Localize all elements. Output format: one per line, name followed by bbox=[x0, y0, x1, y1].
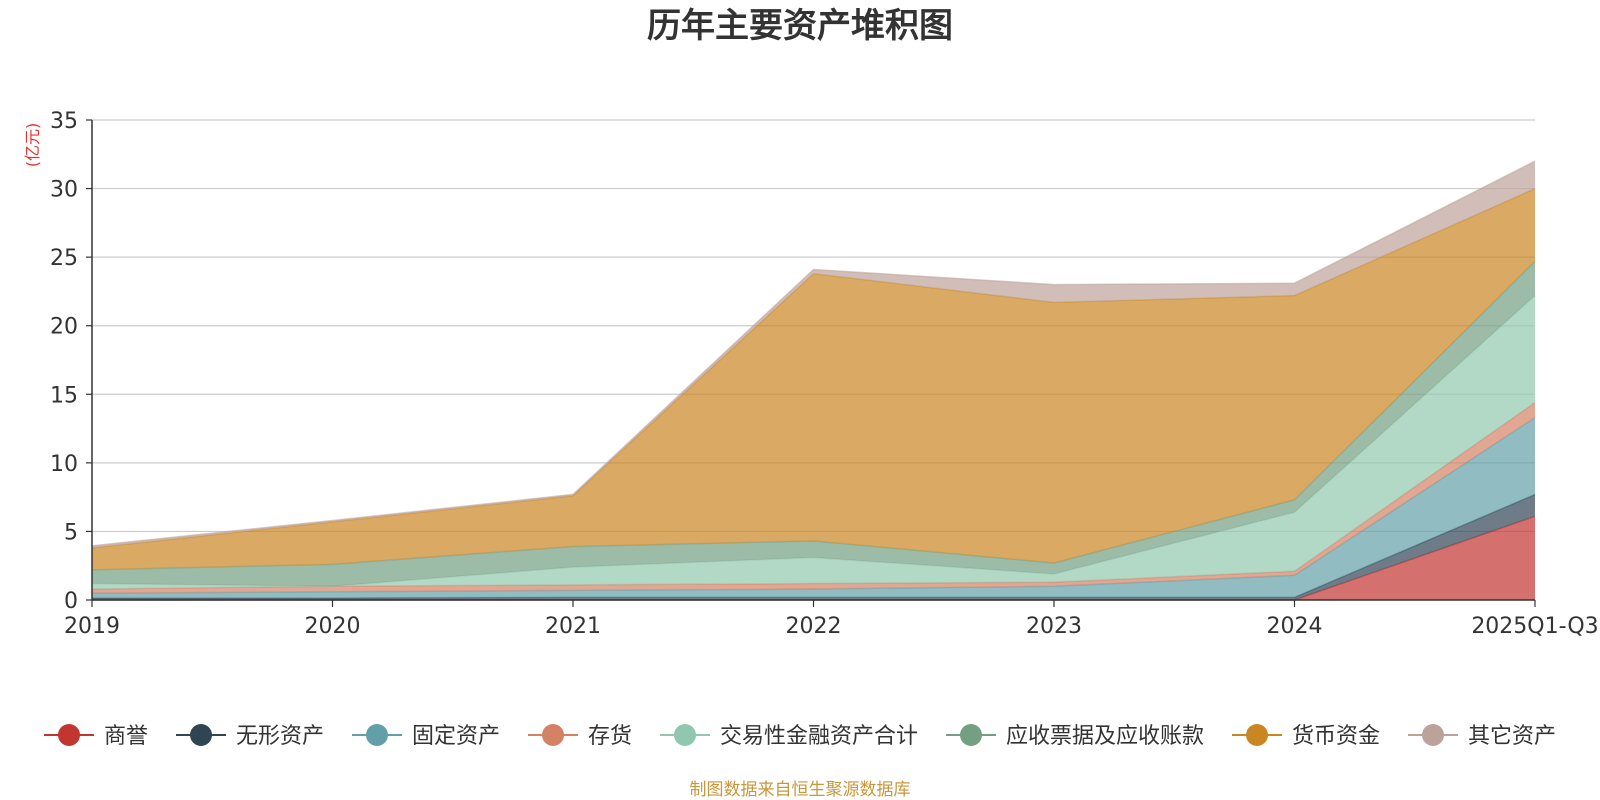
legend-marker-5 bbox=[960, 724, 982, 746]
y-axis-unit: (亿元) bbox=[23, 123, 42, 168]
axes: 0 5 10 15 20 25 30 35 2019 2020 2021 2022 2023 2024 20… bbox=[50, 109, 1599, 639]
y-tick-label-3: 15 bbox=[50, 383, 78, 408]
legend-marker-0 bbox=[58, 724, 80, 746]
y-tick-label-1: 5 bbox=[64, 520, 78, 545]
legend-item-2[interactable]: 固定资产 bbox=[352, 724, 500, 749]
legend-item-6[interactable]: 货币资金 bbox=[1232, 724, 1380, 749]
legend-item-0[interactable]: 商誉 bbox=[44, 724, 148, 749]
source-note: 制图数据来自恒生聚源数据库 bbox=[690, 780, 911, 800]
legend-label-1: 无形资产 bbox=[236, 724, 324, 749]
y-tick-label-2: 10 bbox=[50, 452, 78, 477]
legend-marker-1 bbox=[190, 724, 212, 746]
y-tick-label-4: 20 bbox=[50, 315, 78, 340]
area-series-6 bbox=[92, 188, 1535, 570]
legend-marker-3 bbox=[542, 724, 564, 746]
area-series-line-5 bbox=[91, 260, 1536, 571]
area-series-line-4 bbox=[91, 294, 1536, 588]
x-tick-label-1: 2020 bbox=[305, 614, 361, 639]
legend-label-4: 交易性金融资产合计 bbox=[720, 724, 918, 749]
legend-item-7[interactable]: 其它资产 bbox=[1408, 724, 1556, 749]
legend-label-2: 固定资产 bbox=[412, 724, 500, 749]
legend-marker-4 bbox=[674, 724, 696, 746]
legend-item-1[interactable]: 无形资产 bbox=[176, 724, 324, 749]
legend-label-0: 商誉 bbox=[104, 724, 148, 749]
area-series-0 bbox=[92, 516, 1535, 600]
legend-label-5: 应收票据及应收账款 bbox=[1006, 724, 1204, 749]
chart-title: 历年主要资产堆积图 bbox=[647, 6, 953, 46]
y-tick-label-7: 35 bbox=[50, 109, 78, 134]
legend-marker-7 bbox=[1422, 724, 1444, 746]
legend-label-7: 其它资产 bbox=[1468, 724, 1556, 749]
x-tick-label-4: 2023 bbox=[1026, 614, 1082, 639]
legend-item-3[interactable]: 存货 bbox=[528, 724, 632, 749]
legend[interactable]: 商誉 无形资产 固定资产 存货 交易性金融资产合计 应收票据及应收账款 货币资金 其它资产 bbox=[44, 724, 1556, 749]
x-tick-label-3: 2022 bbox=[786, 614, 842, 639]
legend-item-4[interactable]: 交易性金融资产合计 bbox=[660, 724, 918, 749]
area-series-line-7 bbox=[91, 160, 1536, 547]
legend-label-3: 存货 bbox=[588, 724, 632, 749]
x-tick-label-5: 2024 bbox=[1267, 614, 1323, 639]
x-tick-label-0: 2019 bbox=[64, 614, 120, 639]
stacked-areas bbox=[91, 160, 1536, 601]
x-tick-label-6: 2025Q1-Q3 bbox=[1471, 614, 1598, 639]
legend-label-6: 货币资金 bbox=[1292, 724, 1380, 749]
legend-item-5[interactable]: 应收票据及应收账款 bbox=[946, 724, 1204, 749]
y-tick-label-6: 30 bbox=[50, 178, 78, 203]
x-tick-label-2: 2021 bbox=[545, 614, 601, 639]
legend-marker-6 bbox=[1246, 724, 1268, 746]
legend-marker-2 bbox=[366, 724, 388, 746]
y-tick-label-5: 25 bbox=[50, 246, 78, 271]
y-tick-label-0: 0 bbox=[64, 589, 78, 614]
